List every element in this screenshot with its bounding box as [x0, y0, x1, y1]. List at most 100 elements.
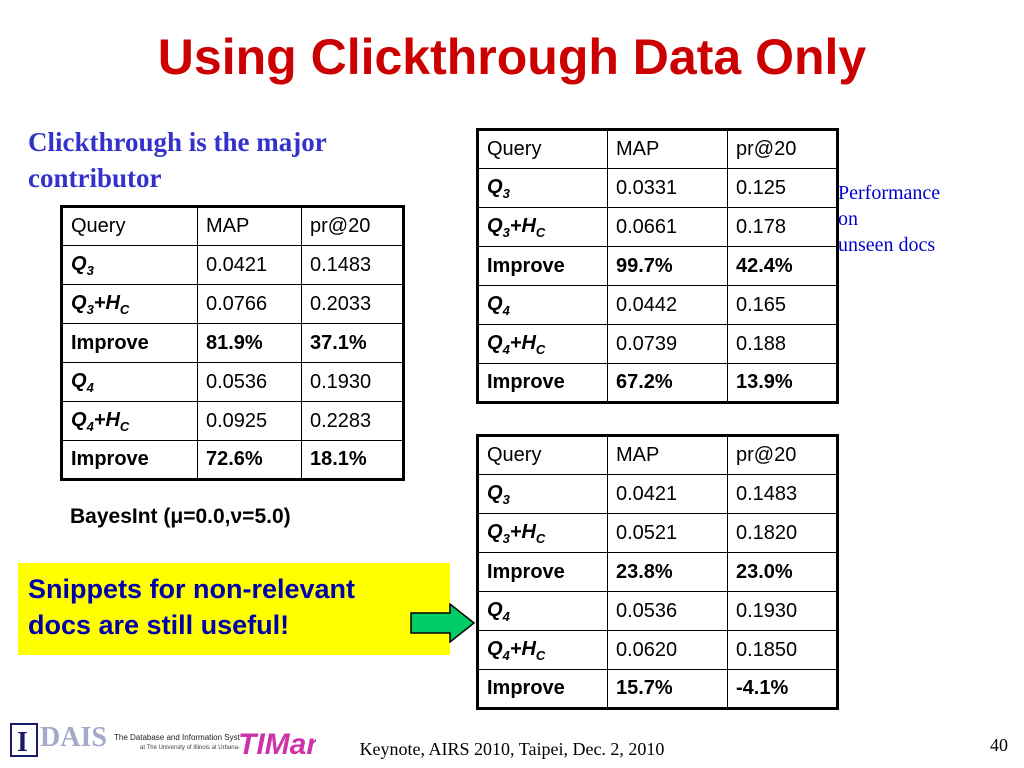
table-header-cell: pr@20 — [727, 435, 838, 475]
bayes-note: BayesInt (μ=0.0,ν=5.0) — [70, 505, 291, 528]
query-cell: Q4+HC — [477, 630, 608, 670]
svg-text:The Database and Information S: The Database and Information Systems Lab… — [114, 733, 240, 742]
table-row: Improve 67.2% 13.9% — [477, 363, 838, 403]
query-cell: Q3+HC — [61, 284, 198, 324]
table-header-cell: Query — [477, 435, 608, 475]
pr20-cell: 0.1483 — [727, 474, 838, 514]
map-cell: 0.0442 — [607, 285, 728, 325]
query-cell: Q3 — [61, 245, 198, 285]
pr20-cell: 0.1930 — [301, 362, 404, 402]
side-note-line: unseen docs — [838, 234, 936, 256]
table-row: Improve 15.7% -4.1% — [477, 669, 838, 709]
pr20-cell: 13.9% — [727, 363, 838, 403]
side-note-line: Performance — [838, 182, 941, 204]
dais-logo: I DAIS The Database and Information Syst… — [10, 718, 295, 765]
table-header-row: Query MAP pr@20 — [477, 435, 838, 475]
pr20-cell: 0.1483 — [301, 245, 404, 285]
table-row: Q4+HC 0.0739 0.188 — [477, 324, 838, 364]
slide-title: Using Clickthrough Data Only — [157, 29, 867, 85]
pr20-cell: 0.188 — [727, 324, 838, 364]
pr20-cell: 0.1850 — [727, 630, 838, 670]
svg-text:DAIS: DAIS — [40, 722, 107, 753]
table-row: Q4 0.0536 0.1930 — [61, 362, 404, 402]
pr20-cell: 0.1930 — [727, 591, 838, 631]
query-cell: Improve — [477, 552, 608, 592]
query-cell: Q3+HC — [477, 513, 608, 553]
table-row: Q4+HC 0.0925 0.2283 — [61, 401, 404, 441]
side-note-line: on — [838, 208, 858, 230]
table-row: Improve 99.7% 42.4% — [477, 246, 838, 286]
table-header-cell: Query — [477, 129, 608, 169]
table-row: Q4+HC 0.0620 0.1850 — [477, 630, 838, 670]
query-cell: Improve — [477, 246, 608, 286]
pr20-cell: 0.2283 — [301, 401, 404, 441]
query-cell: Improve — [477, 669, 608, 709]
map-cell: 81.9% — [197, 323, 302, 363]
map-cell: 0.0620 — [607, 630, 728, 670]
query-cell: Q4 — [61, 362, 198, 402]
query-cell: Improve — [477, 363, 608, 403]
table-row: Q3 0.0331 0.125 — [477, 168, 838, 208]
table-header-row: Query MAP pr@20 — [477, 129, 838, 169]
map-cell: 99.7% — [607, 246, 728, 286]
page-number: 40 — [990, 735, 1008, 755]
table-row: Q4 0.0442 0.165 — [477, 285, 838, 325]
table-row: Improve 72.6% 18.1% — [61, 440, 404, 480]
query-cell: Q3+HC — [477, 207, 608, 247]
map-cell: 72.6% — [197, 440, 302, 480]
query-cell: Improve — [61, 323, 198, 363]
table-header-cell: MAP — [607, 129, 728, 169]
map-cell: 0.0661 — [607, 207, 728, 247]
callout-line: docs are still useful! — [28, 610, 290, 640]
query-cell: Q4 — [477, 285, 608, 325]
query-cell: Q3 — [477, 168, 608, 208]
query-cell: Q4+HC — [477, 324, 608, 364]
pr20-cell: 37.1% — [301, 323, 404, 363]
callout-line: Snippets for non-relevant — [28, 574, 356, 604]
results-table-left: Query MAP pr@20 Q3 0.0421 0.1483 Q3+HC 0.0766 0.… — [60, 205, 405, 481]
table-row: Q3 0.0421 0.1483 — [477, 474, 838, 514]
map-cell: 0.0536 — [607, 591, 728, 631]
map-cell: 23.8% — [607, 552, 728, 592]
query-cell: Q3 — [477, 474, 608, 514]
pr20-cell: 0.165 — [727, 285, 838, 325]
slide-footer: Keynote, AIRS 2010, Taipei, Dec. 2, 2010 — [359, 739, 665, 759]
table-header-cell: pr@20 — [301, 206, 404, 246]
svg-text:TIMan: TIMan — [238, 728, 316, 761]
svg-text:at The University of Illinois: at The University of Illinois at Urbana-… — [140, 745, 240, 751]
pr20-cell: 0.2033 — [301, 284, 404, 324]
table-row: Q3+HC 0.0661 0.178 — [477, 207, 838, 247]
map-cell: 0.0739 — [607, 324, 728, 364]
pr20-cell: 0.178 — [727, 207, 838, 247]
right-arrow-icon — [410, 603, 476, 643]
pr20-cell: 0.125 — [727, 168, 838, 208]
table-row: Q4 0.0536 0.1930 — [477, 591, 838, 631]
table-row: Q3+HC 0.0521 0.1820 — [477, 513, 838, 553]
results-table-top-right: Query MAP pr@20 Q3 0.0331 0.125 Q3+HC 0.0661 0.1… — [476, 128, 839, 404]
pr20-cell: 23.0% — [727, 552, 838, 592]
table-row: Improve 81.9% 37.1% — [61, 323, 404, 363]
query-cell: Improve — [61, 440, 198, 480]
table-row: Q3 0.0421 0.1483 — [61, 245, 404, 285]
map-cell: 15.7% — [607, 669, 728, 709]
map-cell: 67.2% — [607, 363, 728, 403]
table-row: Improve 23.8% 23.0% — [477, 552, 838, 592]
query-cell: Q4 — [477, 591, 608, 631]
pr20-cell: 42.4% — [727, 246, 838, 286]
map-cell: 0.0421 — [607, 474, 728, 514]
slide-subtitle: Clickthrough is the major contributor — [28, 127, 327, 193]
table-header-cell: MAP — [607, 435, 728, 475]
pr20-cell: -4.1% — [727, 669, 838, 709]
pr20-cell: 0.1820 — [727, 513, 838, 553]
map-cell: 0.0766 — [197, 284, 302, 324]
table-header-cell: Query — [61, 206, 198, 246]
map-cell: 0.0421 — [197, 245, 302, 285]
map-cell: 0.0521 — [607, 513, 728, 553]
results-table-bottom-right: Query MAP pr@20 Q3 0.0421 0.1483 Q3+HC 0.0521 0.… — [476, 434, 839, 710]
map-cell: 0.0536 — [197, 362, 302, 402]
map-cell: 0.0925 — [197, 401, 302, 441]
map-cell: 0.0331 — [607, 168, 728, 208]
table-header-row: Query MAP pr@20 — [61, 206, 404, 246]
pr20-cell: 18.1% — [301, 440, 404, 480]
table-row: Q3+HC 0.0766 0.2033 — [61, 284, 404, 324]
